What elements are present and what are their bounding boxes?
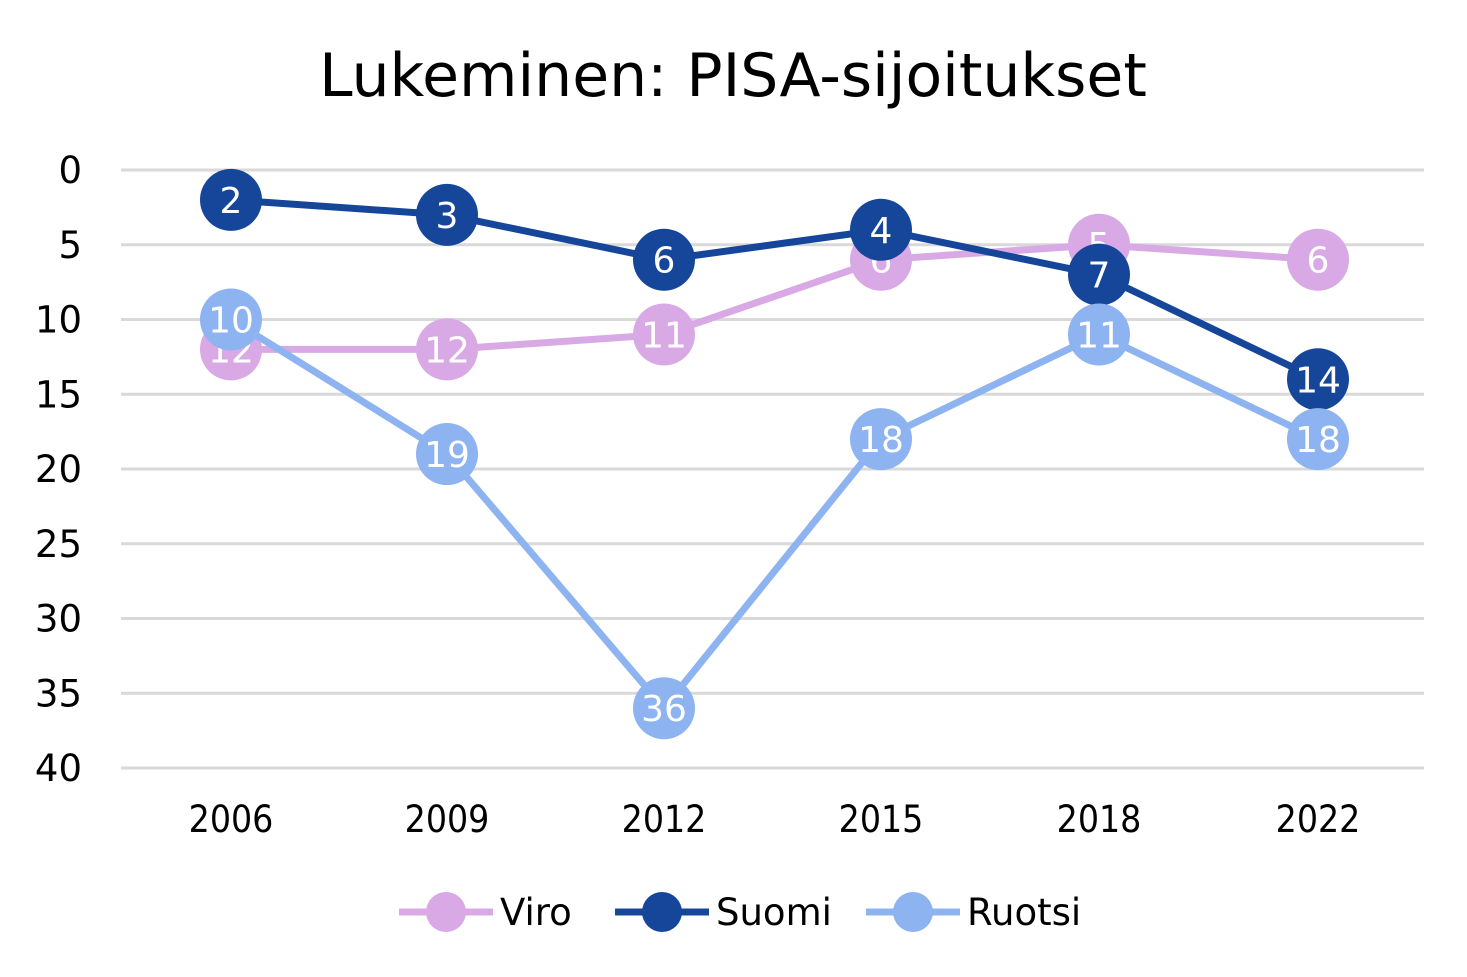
series-ruotsi: 10 19 36 18 11 18: [200, 288, 1349, 740]
x-tick-label: 2012: [622, 798, 707, 841]
data-point: [1287, 348, 1349, 411]
data-point: [1287, 228, 1349, 291]
data-label: 14: [1295, 360, 1341, 401]
x-tick-label: 2018: [1057, 798, 1142, 841]
y-tick-label: 10: [35, 299, 82, 342]
data-label: 4: [870, 211, 893, 252]
legend: Viro Suomi Ruotsi: [399, 891, 1081, 934]
data-label: 12: [424, 330, 470, 371]
legend-label: Viro: [500, 891, 572, 934]
data-label: 36: [641, 689, 687, 730]
y-axis-ticks: 0 5 10 15 20 25 30 35 40: [35, 149, 82, 790]
legend-marker: [893, 892, 933, 932]
data-point: [850, 408, 912, 471]
data-point: [850, 198, 912, 261]
data-point: [416, 318, 478, 381]
x-axis-ticks: 2006 2009 2012 2015 2018 2022: [189, 798, 1361, 841]
series-line: [229, 316, 1320, 712]
data-label: 6: [653, 241, 676, 282]
y-tick-label: 25: [35, 523, 82, 566]
x-tick-label: 2009: [405, 798, 490, 841]
y-tick-label: 0: [58, 149, 82, 192]
data-label: 10: [208, 301, 254, 342]
data-label: 7: [1088, 256, 1111, 297]
series-lines: 1212116562364714101936181118: [200, 168, 1349, 740]
data-point: [633, 228, 695, 291]
data-point: [1287, 408, 1349, 471]
data-point: [1068, 303, 1130, 366]
y-tick-label: 35: [35, 672, 82, 715]
data-label: 18: [858, 420, 904, 461]
data-label: 19: [424, 435, 470, 476]
data-point: [200, 288, 262, 351]
series-line: [231, 241, 1319, 353]
data-point: [1068, 243, 1130, 306]
x-tick-label: 2006: [189, 798, 274, 841]
legend-label: Ruotsi: [967, 891, 1081, 934]
legend-marker: [426, 892, 466, 932]
x-tick-label: 2015: [839, 798, 924, 841]
chart-title: Lukeminen: PISA-sijoitukset: [319, 41, 1147, 111]
y-tick-label: 40: [35, 747, 82, 790]
data-point: [633, 677, 695, 740]
legend-item-suomi: Suomi: [615, 891, 832, 934]
legend-item-ruotsi: Ruotsi: [866, 891, 1081, 934]
series-viro: 121211656: [200, 213, 1349, 381]
legend-label: Suomi: [716, 891, 832, 934]
gridlines: [121, 168, 1424, 770]
legend-item-viro: Viro: [399, 891, 572, 934]
y-tick-label: 30: [35, 598, 82, 641]
series-line: [230, 196, 1320, 383]
data-label: 11: [1076, 315, 1122, 356]
y-tick-label: 15: [35, 373, 82, 416]
data-point: [416, 183, 478, 246]
data-label: 2: [220, 181, 243, 222]
y-tick-label: 20: [35, 448, 82, 491]
data-point: [200, 168, 262, 231]
legend-marker: [642, 892, 682, 932]
data-point: [416, 423, 478, 486]
series-suomi: 2 3 6 4 7 14: [200, 168, 1349, 411]
data-label: 11: [641, 315, 687, 356]
x-tick-label: 2022: [1276, 798, 1361, 841]
y-tick-label: 5: [58, 224, 82, 267]
data-label: 6: [1307, 241, 1330, 282]
data-point: [633, 303, 695, 366]
data-label: 18: [1295, 420, 1341, 461]
data-label: 3: [436, 196, 459, 237]
